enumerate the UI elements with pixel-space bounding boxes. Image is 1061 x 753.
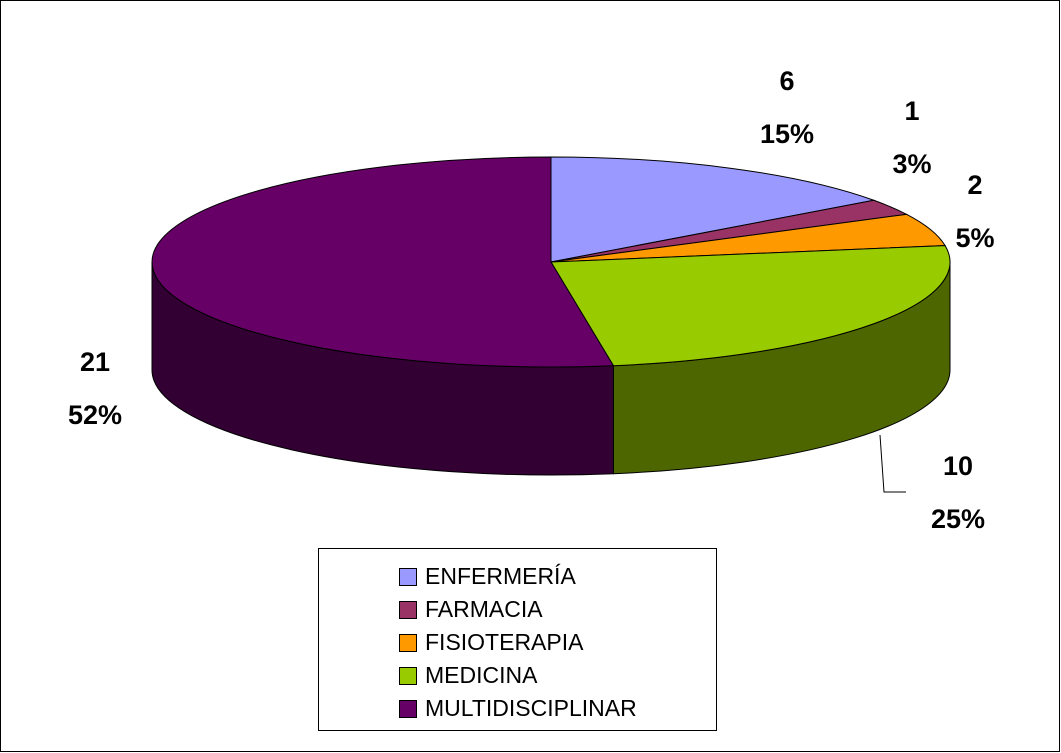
legend-box — [318, 548, 717, 731]
slice — [550, 245, 951, 367]
legend-swatch — [399, 568, 417, 586]
legend-swatch — [399, 667, 417, 685]
legend-swatch — [399, 634, 417, 652]
legend-label: MULTIDISCIPLINAR — [425, 695, 637, 721]
legend-swatch — [399, 601, 417, 619]
data-label-value: 10 — [943, 451, 973, 481]
data-label-value: 21 — [80, 347, 110, 377]
legend-label: ENFERMERÍA — [425, 563, 576, 589]
data-label-percent: 5% — [955, 223, 994, 253]
leader-line — [879, 434, 906, 493]
legend-label: FARMACIA — [425, 596, 543, 622]
data-label-percent: 52% — [68, 400, 122, 430]
data-label-percent: 15% — [760, 119, 814, 149]
data-label-value: 6 — [779, 66, 794, 96]
data-label-value: 2 — [967, 170, 982, 200]
slice — [151, 156, 615, 368]
slice — [550, 156, 876, 263]
data-label-percent: 25% — [931, 504, 985, 534]
legend-swatch — [399, 700, 417, 718]
data-label-value: 1 — [904, 96, 919, 126]
data-label-percent: 3% — [892, 149, 931, 179]
legend-label: MEDICINA — [425, 662, 538, 688]
legend-label: FISIOTERAPIA — [425, 629, 584, 655]
